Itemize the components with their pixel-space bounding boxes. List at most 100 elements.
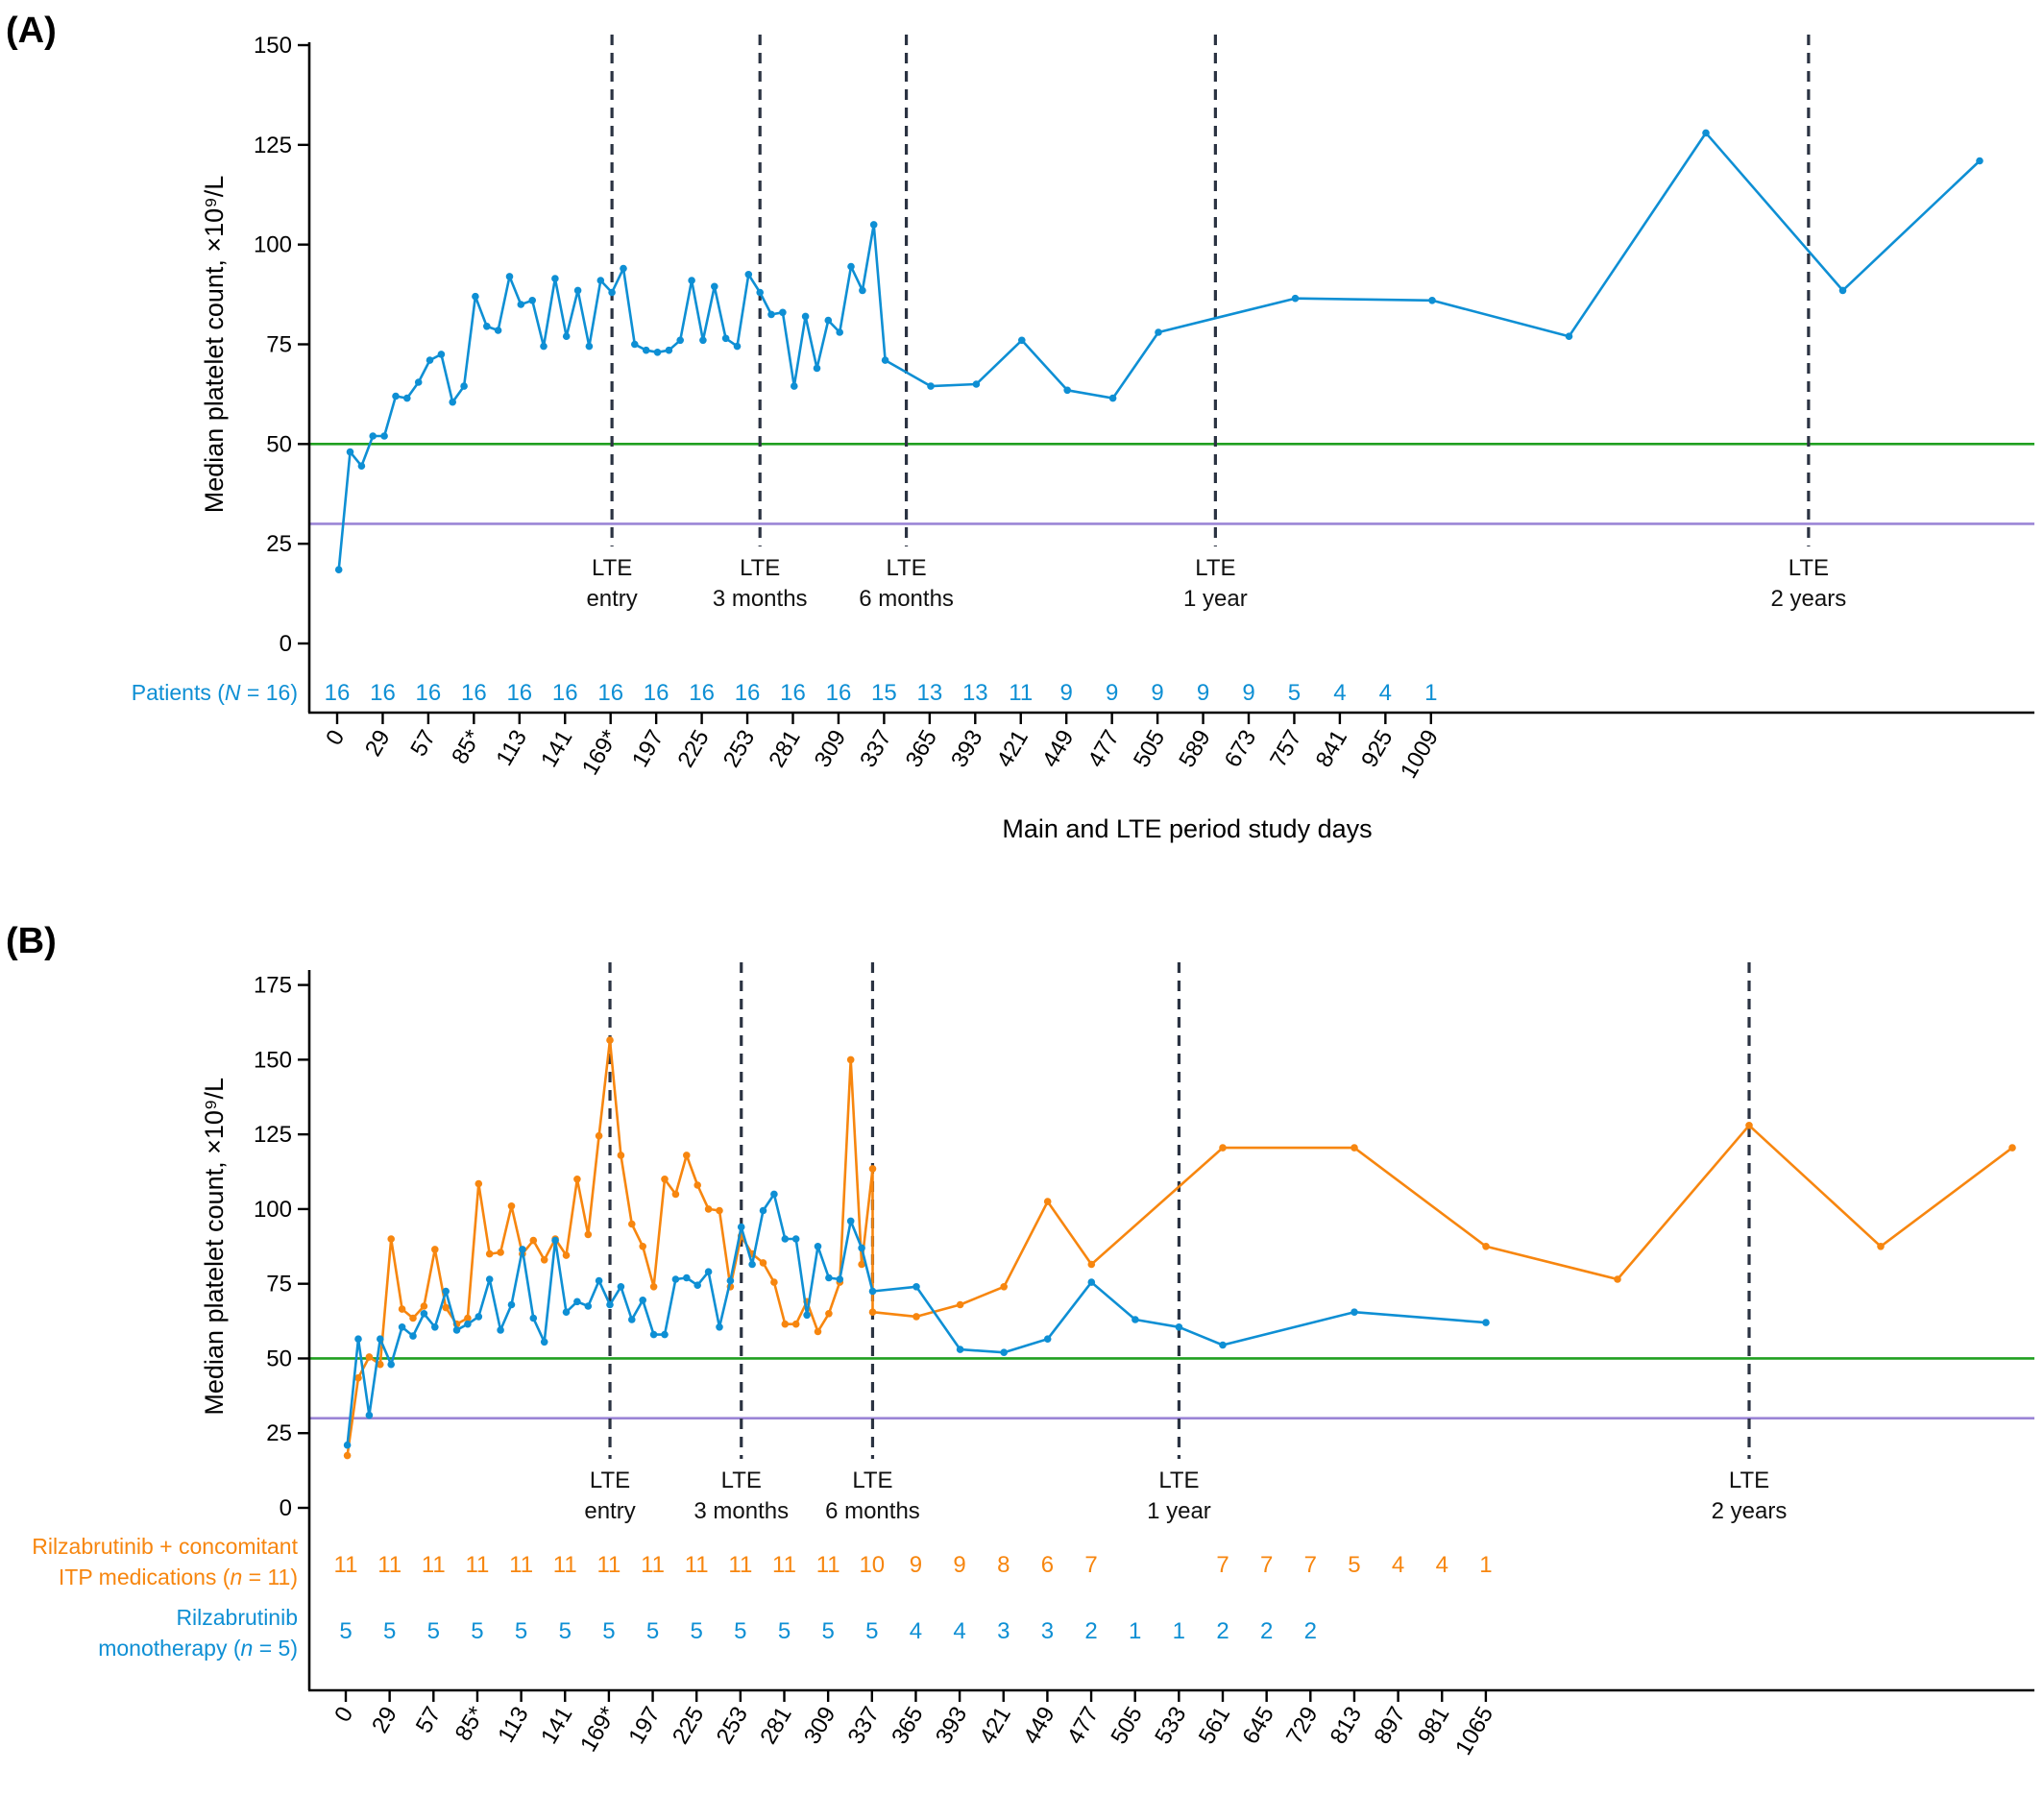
data-point-blue [653,349,662,356]
panel-label: (B) [6,921,57,961]
x-tick-label: 169* [577,726,623,780]
x-tick-label: 673 [1220,726,1261,772]
combo-count: 11 [553,1552,577,1578]
data-point-orange [1043,1198,1052,1205]
data-point-blue [683,1273,691,1282]
data-point-blue [912,1283,920,1291]
data-point-orange [1000,1283,1008,1291]
data-point-orange [858,1260,865,1269]
data-point-orange [354,1373,362,1382]
data-point-orange [759,1259,767,1267]
x-tick-label: 253 [718,726,760,772]
data-point-blue [733,342,742,351]
mono-count: 1 [1173,1618,1185,1644]
data-point-orange [1087,1260,1096,1269]
x-tick-label: 421 [992,726,1034,772]
data-point-blue [676,336,684,345]
x-tick-label: 1065 [1450,1703,1498,1760]
data-point-blue [343,1441,352,1449]
combo-count: 11 [465,1552,489,1578]
patient-count: 9 [1151,680,1163,706]
data-point-blue [813,364,821,373]
data-point-blue [551,275,559,282]
data-point-orange [1745,1122,1753,1129]
y-tick-label: 125 [254,133,292,158]
lte-label-sub: 2 years [1771,586,1847,612]
y-tick-label: 50 [266,431,292,457]
data-point-orange [464,1314,472,1322]
y-tick-label: 175 [254,973,292,999]
mono-count: 5 [602,1618,615,1644]
data-point-orange [617,1152,625,1159]
data-point-blue [639,1297,646,1304]
data-point-blue [519,1246,526,1253]
x-tick-label: 281 [755,1703,796,1749]
x-tick-label: 393 [931,1703,972,1749]
patient-count: 13 [916,680,942,706]
x-tick-label: 505 [1106,1703,1147,1749]
data-point-orange [562,1251,571,1259]
data-point-blue [365,1411,374,1419]
data-point-blue [836,1275,844,1283]
data-point-orange [868,1308,877,1316]
data-point-orange [1877,1243,1885,1250]
data-point-blue [472,292,479,301]
data-point-blue [606,1300,614,1309]
data-point-orange [639,1243,646,1250]
data-point-orange [683,1152,691,1159]
combo-row-label-2: ITP medications (n = 11) [59,1565,298,1589]
data-point-orange [814,1327,822,1336]
combo-count: 11 [334,1552,358,1578]
x-tick-label: 421 [975,1703,1016,1749]
x-tick-label: 309 [799,1703,840,1749]
patient-count: 9 [1106,680,1118,706]
data-point-orange [398,1305,406,1313]
x-tick-label: 225 [668,1703,709,1749]
patient-count: 16 [325,680,351,706]
data-point-blue [437,351,446,358]
data-point-blue [756,288,764,297]
data-point-orange [485,1249,494,1258]
data-point-blue [617,1283,625,1291]
lte-label: LTE [886,555,926,581]
data-point-blue [1702,129,1710,137]
data-point-blue [1132,1316,1139,1323]
data-point-blue [704,1268,713,1275]
data-point-blue [744,271,753,279]
data-point-orange [912,1313,920,1321]
data-point-blue [846,1217,855,1225]
data-point-blue [881,356,889,364]
combo-count: 6 [1041,1552,1054,1578]
x-tick-label: 253 [712,1703,753,1749]
x-tick-label: 337 [855,726,896,772]
combo-count: 4 [1392,1552,1404,1578]
patient-count: 16 [735,680,761,706]
data-point-blue [716,1323,723,1331]
data-point-blue [847,262,855,271]
x-tick-label: 225 [672,726,714,772]
data-point-blue [1063,386,1071,395]
data-point-blue [759,1206,767,1215]
data-point-orange [846,1055,855,1064]
combo-count: 7 [1084,1552,1097,1578]
data-point-blue [529,1314,538,1322]
data-point-blue [595,1276,603,1285]
data-point-blue [1175,1323,1183,1331]
combo-count: 11 [641,1552,665,1578]
patient-count: 16 [644,680,669,706]
mono-count: 5 [339,1618,352,1644]
lte-label: LTE [1158,1468,1199,1493]
mono-row-label-1: Rilzabrutinib [176,1605,298,1630]
data-point-blue [431,1323,439,1331]
combo-count: 9 [953,1552,965,1578]
y-tick-label: 50 [266,1346,292,1371]
combo-count: 1 [1479,1552,1492,1578]
y-axis-title: Median platelet count, ×10⁹/L [200,176,229,514]
data-point-blue [420,1310,428,1318]
data-point-blue [377,1335,384,1343]
data-point-blue [507,1300,516,1309]
combo-count: 5 [1348,1552,1360,1578]
data-point-blue [770,1190,778,1199]
data-point-blue [354,1335,362,1343]
